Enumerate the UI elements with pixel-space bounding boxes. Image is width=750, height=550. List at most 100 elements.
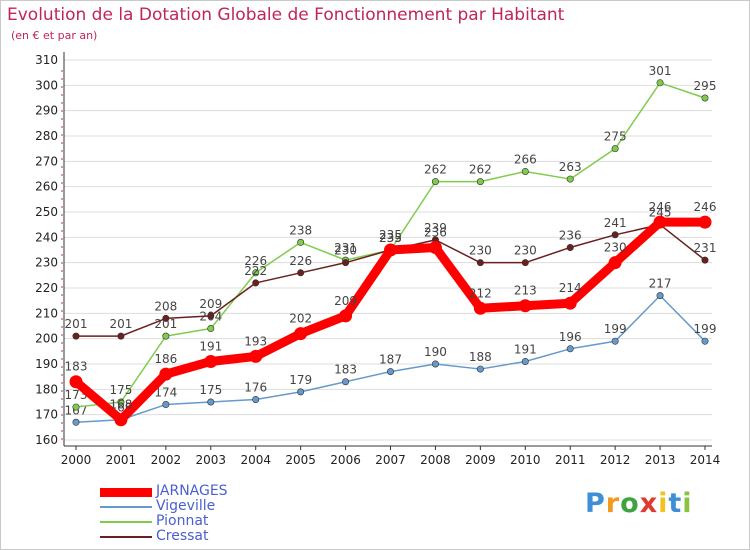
data-point-vigeville (297, 388, 305, 396)
grid-lines (64, 59, 712, 441)
data-label-cressat: 245 (649, 206, 672, 220)
x-tick-label: 2011 (555, 453, 586, 467)
y-tick-label: 260 (35, 180, 58, 194)
data-label-cressat: 236 (559, 228, 582, 242)
data-point-vigeville (476, 365, 484, 373)
data-point-pionnat (72, 403, 80, 411)
data-label-pionnat: 231 (334, 241, 357, 255)
data-label-pionnat: 263 (559, 160, 582, 174)
data-label-pionnat: 226 (244, 254, 267, 268)
y-tick-label: 200 (35, 332, 58, 346)
legend-label-jarnages: JARNAGES (156, 483, 228, 499)
data-label-cressat: 239 (424, 221, 447, 235)
data-point-cressat (476, 259, 484, 267)
data-point-jarnages (608, 256, 622, 270)
data-point-jarnages (204, 354, 218, 368)
data-label-jarnages: 236 (424, 225, 447, 239)
data-label-jarnages: 214 (559, 281, 582, 295)
x-tick-label: 2006 (330, 453, 361, 467)
data-label-cressat: 231 (694, 241, 717, 255)
data-label-pionnat: 262 (469, 163, 492, 177)
data-point-cressat (297, 269, 305, 277)
y-tick-label: 210 (35, 306, 58, 320)
data-point-pionnat (117, 398, 125, 406)
legend-item-vigeville: Vigeville (100, 498, 320, 514)
data-point-vigeville (431, 360, 439, 368)
data-point-jarnages (384, 243, 397, 257)
data-point-pionnat (701, 94, 709, 102)
logo-letter: r (605, 488, 621, 519)
legend-swatch-jarnages (100, 487, 152, 497)
y-tick-label: 230 (35, 256, 58, 270)
y-tick-label: 160 (35, 433, 58, 447)
y-tick-label: 180 (35, 382, 58, 396)
data-label-vigeville: 196 (559, 330, 582, 344)
data-label-jarnages: 209 (334, 294, 357, 308)
data-label-vigeville: 199 (694, 322, 717, 336)
data-label-vigeville: 176 (244, 380, 267, 394)
data-label-jarnages: 191 (199, 339, 222, 353)
data-label-vigeville: 217 (649, 277, 672, 291)
data-point-jarnages (698, 215, 712, 229)
data-point-cressat (566, 243, 574, 251)
y-tick-label: 220 (35, 281, 58, 295)
x-tick-label: 2008 (420, 453, 451, 467)
data-point-cressat (117, 332, 125, 340)
legend-swatch-vigeville (100, 506, 152, 508)
x-tick-label: 2002 (151, 453, 182, 467)
series-vigeville: 1671681741751761791831871901881911961992… (65, 277, 717, 426)
data-point-cressat (162, 314, 170, 322)
data-point-vigeville (701, 337, 709, 345)
data-label-cressat: 230 (334, 244, 357, 258)
data-point-vigeville (566, 345, 574, 353)
y-tick-label: 170 (35, 408, 58, 422)
data-point-vigeville (72, 418, 80, 426)
data-point-cressat (342, 259, 350, 267)
x-tick-label: 2010 (510, 453, 541, 467)
x-tick-label: 2007 (375, 453, 406, 467)
data-label-vigeville: 187 (379, 353, 402, 367)
data-label-vigeville: 190 (424, 345, 447, 359)
data-label-vigeville: 179 (289, 373, 312, 387)
y-tick-label: 290 (35, 104, 58, 118)
x-tick-label: 2003 (196, 453, 227, 467)
data-point-jarnages (473, 301, 487, 315)
data-label-jarnages: 246 (694, 200, 717, 214)
logo-letter: x (639, 488, 659, 519)
data-point-pionnat (431, 178, 439, 186)
y-tick-label: 280 (35, 129, 58, 143)
data-label-jarnages: 246 (649, 200, 672, 214)
logo-letter: P (585, 488, 606, 519)
data-point-jarnages (249, 349, 263, 363)
data-point-pionnat (611, 145, 619, 153)
x-tick-label: 2012 (600, 453, 631, 467)
legend-label-pionnat: Pionnat (156, 513, 209, 529)
data-label-jarnages: 230 (604, 241, 627, 255)
data-point-pionnat (656, 79, 664, 87)
chart-title: Evolution de la Dotation Globale de Fonc… (7, 5, 565, 25)
data-label-pionnat: 238 (289, 223, 312, 237)
data-label-jarnages: 183 (65, 360, 88, 374)
data-label-cressat: 241 (604, 216, 627, 230)
logo-letter: t (668, 488, 683, 519)
legend-item-cressat: Cressat (100, 528, 320, 544)
y-tick-label: 310 (35, 53, 58, 67)
x-tick-label: 2001 (106, 453, 137, 467)
x-tick-label: 2009 (465, 453, 496, 467)
data-point-vigeville (521, 357, 529, 365)
data-point-vigeville (386, 368, 394, 376)
logo-letter: o (620, 488, 640, 519)
data-label-vigeville: 191 (514, 342, 537, 356)
data-point-jarnages (339, 309, 353, 323)
data-label-cressat: 222 (244, 264, 267, 278)
data-label-jarnages: 193 (244, 334, 267, 348)
data-label-cressat: 209 (199, 297, 222, 311)
data-label-cressat: 230 (469, 244, 492, 258)
legend-label-cressat: Cressat (156, 528, 209, 544)
data-point-cressat (521, 259, 529, 267)
legend-swatch-pionnat (100, 521, 152, 523)
data-point-jarnages (518, 299, 532, 313)
proxiti-logo: Proxiti (585, 488, 693, 519)
